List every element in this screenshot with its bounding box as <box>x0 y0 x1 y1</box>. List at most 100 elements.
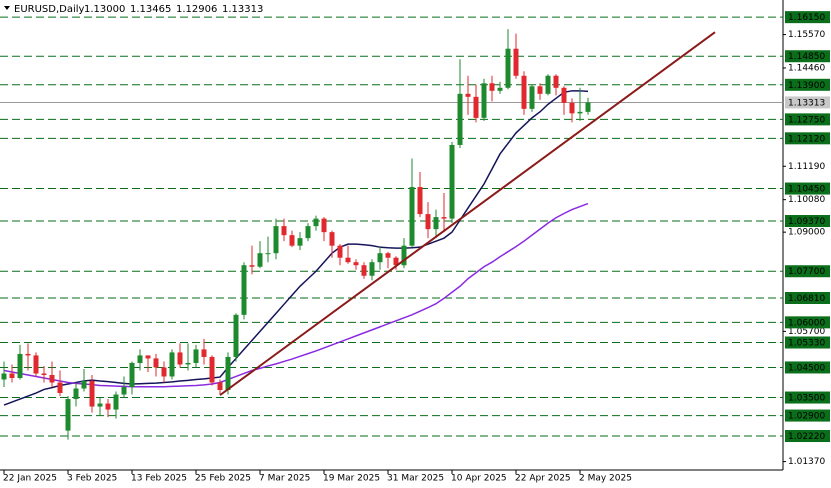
candle-body <box>313 218 319 227</box>
level-label-box <box>785 265 830 278</box>
candle-body <box>545 75 551 94</box>
candle-body <box>457 93 463 145</box>
level-label: 1.16150 <box>788 13 825 23</box>
candle-body <box>449 144 455 219</box>
candle-body <box>385 253 391 258</box>
level-label-box <box>785 361 830 374</box>
candle-body <box>537 86 543 94</box>
candle-body <box>433 217 439 230</box>
x-tick-label: 13 Feb 2025 <box>131 474 187 484</box>
candle-body <box>105 403 111 410</box>
y-tick-label: 1.05700 <box>788 327 825 337</box>
level-label: 1.02900 <box>788 412 825 422</box>
level-label-box <box>785 391 830 404</box>
candle-body <box>585 102 591 112</box>
candle-body <box>265 253 271 255</box>
x-tick-label: 3 Feb 2025 <box>67 474 117 484</box>
level-label: 1.06810 <box>788 294 825 304</box>
levels <box>0 16 783 437</box>
level-label-box <box>785 132 830 145</box>
level-label-box <box>785 215 830 228</box>
candle-body <box>81 380 87 389</box>
candle-body <box>497 87 503 91</box>
candle-body <box>297 238 303 246</box>
candle-body <box>217 382 223 391</box>
candle-body <box>1 373 7 380</box>
candle-body <box>521 75 527 109</box>
y-tick-label: 1.15570 <box>788 30 825 40</box>
level-label-box <box>785 291 830 304</box>
candle-body <box>417 187 423 215</box>
level-label-box <box>785 336 830 349</box>
candle-body <box>481 83 487 118</box>
level-label: 1.12120 <box>788 134 825 144</box>
candle-body <box>193 349 199 363</box>
x-tick-label: 7 Mar 2025 <box>259 474 310 484</box>
candle-body <box>465 93 471 97</box>
level-label-box <box>785 316 830 329</box>
candle-body <box>201 349 207 357</box>
y-tick-label: 1.01370 <box>788 457 825 467</box>
candle-body <box>369 262 375 276</box>
current-price-label: 1.13313 <box>788 98 825 108</box>
candle-body <box>353 262 359 266</box>
ohlc-readout: 1.13313 <box>222 4 263 15</box>
level-label: 1.07700 <box>788 267 825 277</box>
candle-body <box>329 232 335 246</box>
level-label: 1.04500 <box>788 363 825 373</box>
level-label: 1.05330 <box>788 339 825 349</box>
x-tick-label: 31 Mar 2025 <box>387 474 444 484</box>
candle-body <box>57 382 63 394</box>
candle-body <box>409 187 415 246</box>
x-tick-label: 10 Apr 2025 <box>451 474 507 484</box>
level-label-box <box>785 409 830 422</box>
moving-average <box>3 90 589 406</box>
candle-body <box>257 253 263 267</box>
level-label-box <box>785 182 830 195</box>
y-tick-label: 1.10080 <box>788 195 825 205</box>
candle-body <box>33 355 39 374</box>
candle-body <box>393 257 399 266</box>
level-label: 1.13900 <box>788 81 825 91</box>
candle-body <box>361 265 367 276</box>
ohlc-readout: 1.12906 <box>176 4 217 15</box>
moving-average <box>3 202 589 388</box>
candle-body <box>401 245 407 266</box>
candle-body <box>377 253 383 263</box>
candle-body <box>73 388 79 400</box>
candle-body <box>569 102 575 114</box>
candle-body <box>225 356 231 391</box>
candle-body <box>41 373 47 375</box>
level-label-box <box>785 11 830 24</box>
level-label: 1.10450 <box>788 185 825 195</box>
candle-body <box>321 218 327 233</box>
candle-body <box>345 257 351 263</box>
menu-arrow[interactable] <box>4 6 10 10</box>
candle-body <box>121 387 127 395</box>
x-tick-label: 22 Jan 2025 <box>3 474 57 484</box>
candle-body <box>25 353 31 356</box>
candle-body <box>89 380 95 407</box>
level-label: 1.09370 <box>788 217 825 227</box>
y-tick-label: 1.09000 <box>788 228 825 238</box>
candle-body <box>441 217 447 219</box>
level-label: 1.14850 <box>788 52 825 62</box>
candle-body <box>273 226 279 254</box>
candle-body <box>505 48 511 88</box>
candle-body <box>289 235 295 246</box>
candle-body <box>553 75 559 88</box>
candle-body <box>97 403 103 407</box>
level-label-box <box>785 50 830 63</box>
x-tick-label: 19 Mar 2025 <box>323 474 380 484</box>
candle-body <box>145 355 151 359</box>
level-label: 1.02220 <box>788 432 825 442</box>
candle-body <box>49 374 55 383</box>
candle-body <box>233 314 239 357</box>
candle-body <box>529 86 535 109</box>
candle-body <box>9 373 15 378</box>
candle-body <box>113 394 119 410</box>
candle-body <box>137 355 143 363</box>
x-tick-label: 25 Feb 2025 <box>195 474 251 484</box>
